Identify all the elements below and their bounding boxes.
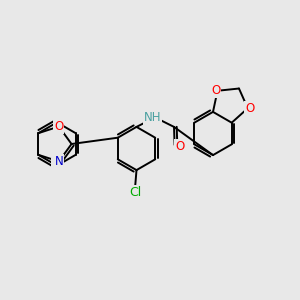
Text: Cl: Cl [129,186,141,199]
Text: N: N [55,155,63,168]
Text: NH: NH [144,111,161,124]
Text: O: O [176,140,184,153]
Text: O: O [54,120,64,133]
Text: N: N [52,159,62,172]
Text: O: O [245,102,254,115]
Text: O: O [211,84,220,97]
